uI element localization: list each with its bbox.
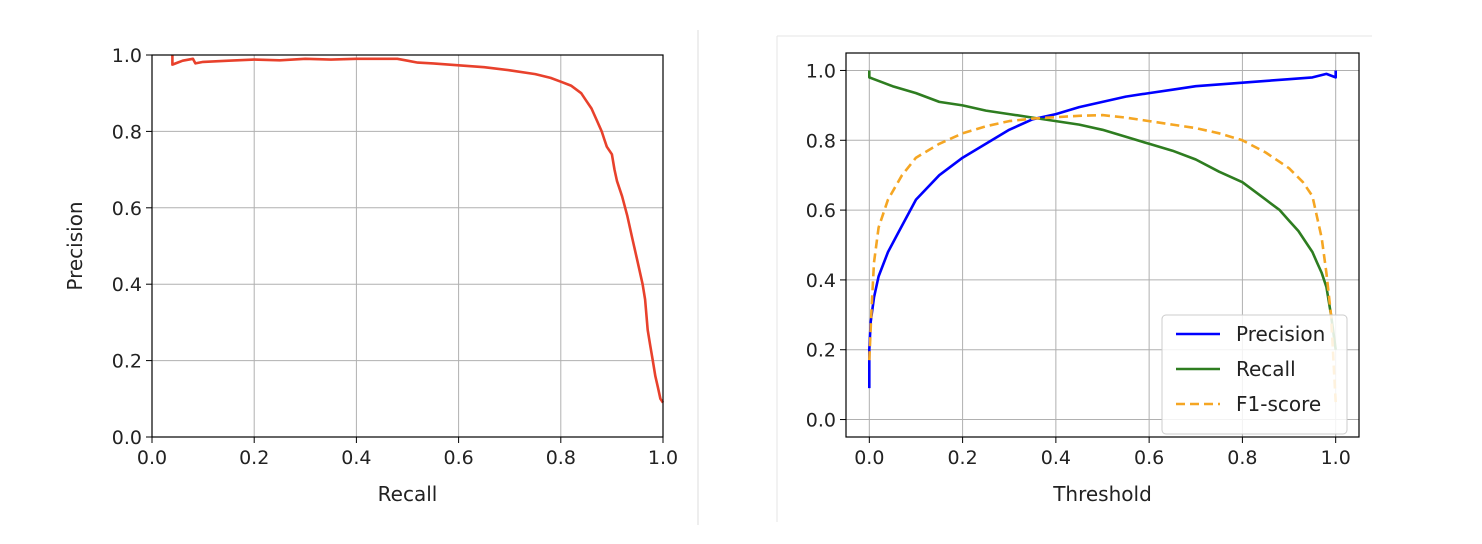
- x-axis-label: Threshold: [1052, 482, 1152, 506]
- precision-recall-chart: 0.0 0.2 0.4 0.6 0.8 1.0 0.0 0.2 0.4 0.6 0.8 1.0 Re…: [63, 45, 678, 506]
- legend: Precision Recall F1-score: [1161, 314, 1348, 435]
- x-axis-ticks: 0.0 0.2 0.4 0.6 0.8 1.0: [137, 437, 678, 469]
- series-line-recall: [867, 70, 1337, 350]
- y-tick-label: 1.0: [806, 60, 836, 82]
- y-axis-ticks: 0.0 0.2 0.4 0.6 0.8 1.0: [806, 60, 846, 432]
- threshold-metrics-chart: 0.0 0.2 0.4 0.6 0.8 1.0 0.0 0.2 0.4 0.6 0.8 1.0 Th…: [806, 52, 1360, 506]
- x-tick-label: 1.0: [648, 447, 678, 469]
- y-tick-label: 0.4: [112, 274, 142, 296]
- y-tick-label: 0.8: [806, 130, 836, 152]
- y-tick-label: 0.4: [806, 270, 836, 292]
- legend-label: Recall: [1236, 357, 1296, 381]
- x-tick-label: 0.0: [854, 447, 884, 469]
- series-group: [171, 55, 665, 404]
- x-tick-label: 0.6: [1134, 447, 1164, 469]
- y-tick-label: 0.8: [112, 121, 142, 143]
- x-tick-label: 0.0: [137, 447, 167, 469]
- y-axis-ticks: 0.0 0.2 0.4 0.6 0.8 1.0: [112, 45, 152, 449]
- legend-label: F1-score: [1236, 392, 1321, 416]
- grid-lines: [151, 54, 664, 438]
- legend-label: Precision: [1236, 322, 1325, 346]
- x-axis-label: Recall: [378, 482, 438, 506]
- x-tick-label: 0.8: [1227, 447, 1257, 469]
- y-tick-label: 1.0: [112, 45, 142, 67]
- y-axis-label: Precision: [63, 201, 87, 290]
- grid-lines: [846, 53, 1359, 437]
- x-tick-label: 1.0: [1321, 447, 1351, 469]
- y-tick-label: 0.6: [806, 200, 836, 222]
- y-tick-label: 0.6: [112, 198, 142, 220]
- x-tick-label: 0.6: [443, 447, 473, 469]
- y-tick-label: 0.2: [112, 351, 142, 373]
- y-tick-label: 0.2: [806, 340, 836, 362]
- x-tick-label: 0.8: [546, 447, 576, 469]
- y-tick-label: 0.0: [112, 427, 142, 449]
- x-tick-label: 0.4: [1041, 447, 1071, 469]
- series-group: [867, 70, 1337, 403]
- plot-frame: [845, 52, 1360, 438]
- series-line-precision: [867, 70, 1337, 389]
- x-tick-label: 0.2: [947, 447, 977, 469]
- x-tick-label: 0.4: [341, 447, 371, 469]
- x-axis-ticks: 0.0 0.2 0.4 0.6 0.8 1.0: [854, 437, 1351, 469]
- y-tick-label: 0.0: [806, 410, 836, 432]
- series-line-f1-score: [868, 113, 1337, 403]
- x-tick-label: 0.2: [239, 447, 269, 469]
- series-line-0: [171, 55, 665, 404]
- plot-frame: [151, 54, 664, 438]
